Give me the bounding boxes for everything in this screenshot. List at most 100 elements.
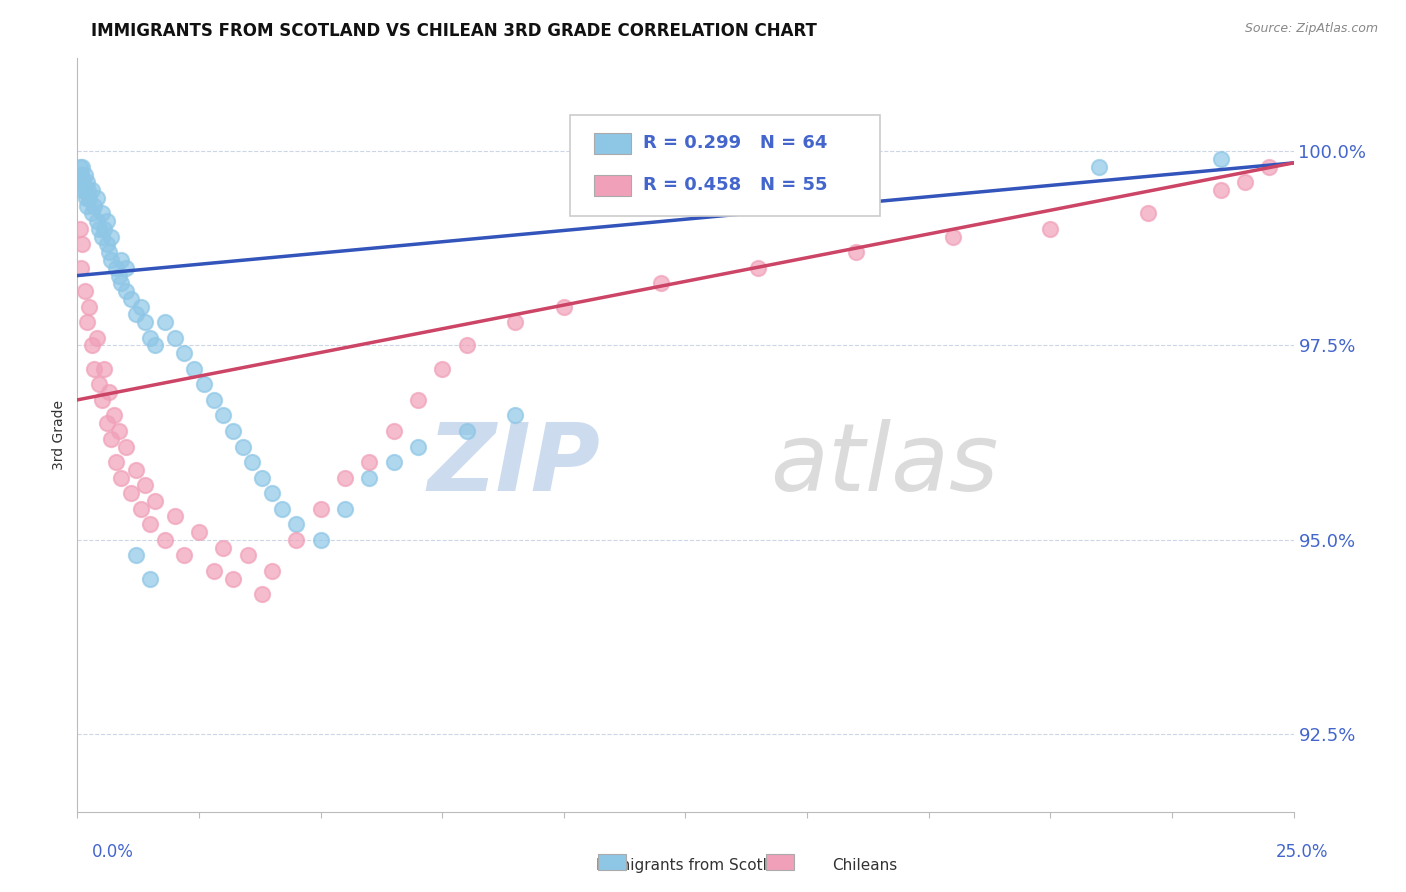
Point (163, 331, 186, 345)
Point (650, 277, 672, 291)
Point (1258, 160, 1281, 174)
Point (163, 509, 186, 524)
Y-axis label: 3rd Grade: 3rd Grade (52, 400, 66, 470)
Point (70, 183, 93, 197)
Point (153, 533, 176, 547)
Point (406, 392, 429, 407)
Point (90, 392, 112, 407)
Point (79, 300, 101, 314)
Point (139, 572, 162, 586)
Point (202, 564, 225, 578)
Point (89, 222, 111, 236)
Bar (595, 133, 631, 153)
Point (70, 160, 93, 174)
Point (77, 183, 100, 197)
Point (115, 284, 138, 298)
Point (110, 277, 132, 291)
Point (333, 501, 356, 516)
Text: 25.0%: 25.0% (1277, 843, 1329, 861)
Text: R = 0.299   N = 64: R = 0.299 N = 64 (643, 134, 827, 153)
Point (90, 229, 112, 244)
Point (503, 315, 526, 329)
Point (83, 199, 105, 213)
Point (456, 338, 478, 352)
Point (69, 160, 91, 174)
Point (86, 191, 108, 205)
Point (129, 501, 152, 516)
Point (105, 260, 128, 275)
Point (503, 409, 526, 423)
Point (96, 214, 118, 228)
Point (107, 268, 129, 283)
Point (76, 175, 98, 189)
Point (1209, 183, 1232, 197)
Point (86, 331, 108, 345)
Point (333, 470, 356, 484)
FancyBboxPatch shape (569, 114, 880, 216)
Point (260, 564, 283, 578)
Point (93, 361, 115, 376)
Point (212, 541, 235, 555)
Point (134, 478, 156, 492)
Bar (595, 175, 631, 196)
Text: Source: ZipAtlas.com: Source: ZipAtlas.com (1244, 22, 1378, 36)
Text: 0.0%: 0.0% (91, 843, 134, 861)
Point (1233, 175, 1256, 189)
Point (96, 416, 118, 430)
Point (236, 549, 259, 563)
Point (309, 501, 332, 516)
Text: atlas: atlas (770, 419, 998, 510)
Point (382, 424, 405, 438)
Point (143, 494, 166, 508)
Point (110, 470, 132, 484)
Point (69, 175, 91, 189)
Text: Immigrants from Scotland: Immigrants from Scotland (596, 858, 796, 873)
Point (107, 424, 129, 438)
Point (250, 470, 273, 484)
Point (129, 300, 152, 314)
Point (70, 237, 93, 252)
Point (97, 385, 120, 400)
Point (143, 338, 166, 352)
Point (553, 300, 575, 314)
Point (359, 455, 381, 469)
Point (747, 260, 769, 275)
Point (70, 168, 93, 182)
Point (89, 377, 111, 392)
Point (80, 338, 103, 352)
Point (75, 191, 97, 205)
Point (942, 229, 965, 244)
Point (359, 470, 381, 484)
Point (430, 361, 453, 376)
Point (285, 517, 308, 532)
Point (125, 307, 148, 321)
Point (285, 533, 308, 547)
Point (97, 245, 120, 260)
Point (93, 222, 115, 236)
Text: ZIP: ZIP (427, 419, 600, 511)
Point (845, 245, 868, 260)
Text: Chileans: Chileans (832, 858, 897, 873)
Point (86, 214, 108, 228)
Point (120, 486, 142, 500)
Point (76, 315, 98, 329)
Point (173, 346, 195, 360)
Point (79, 191, 101, 205)
Point (125, 463, 148, 477)
Point (270, 501, 292, 516)
Point (110, 252, 132, 267)
Point (260, 486, 283, 500)
Point (1209, 152, 1232, 166)
Point (80, 183, 103, 197)
Point (139, 517, 162, 532)
Point (115, 440, 138, 454)
Point (222, 572, 245, 586)
Point (242, 455, 264, 469)
Point (1088, 160, 1111, 174)
Text: IMMIGRANTS FROM SCOTLAND VS CHILEAN 3RD GRADE CORRELATION CHART: IMMIGRANTS FROM SCOTLAND VS CHILEAN 3RD … (91, 22, 817, 40)
Point (120, 292, 142, 306)
Point (105, 455, 128, 469)
Point (125, 549, 148, 563)
Point (73, 168, 96, 182)
Point (232, 440, 254, 454)
